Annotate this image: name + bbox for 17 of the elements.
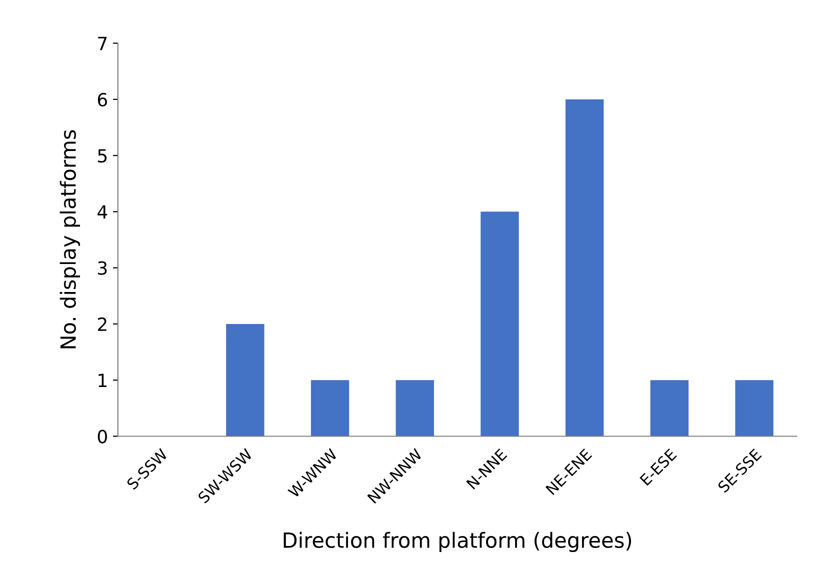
bar <box>735 380 774 436</box>
y-tick-label: 5 <box>98 149 107 163</box>
y-tick-label: 2 <box>98 317 106 331</box>
y-tick-label: 3 <box>98 261 107 275</box>
bar <box>650 380 689 436</box>
y-axis-title: No. display platforms <box>60 130 80 348</box>
bar <box>480 212 519 436</box>
y-tick-label: 1 <box>98 374 106 387</box>
bar <box>396 380 434 436</box>
bar <box>310 380 350 436</box>
bar <box>566 99 604 436</box>
y-tick-label: 6 <box>98 92 108 106</box>
bar <box>226 324 264 436</box>
y-tick-label: 0 <box>98 430 107 444</box>
x-axis-title: Direction from platform (degrees) <box>284 532 632 552</box>
y-tick-label: 7 <box>98 36 107 50</box>
y-tick-label: 4 <box>98 205 108 219</box>
